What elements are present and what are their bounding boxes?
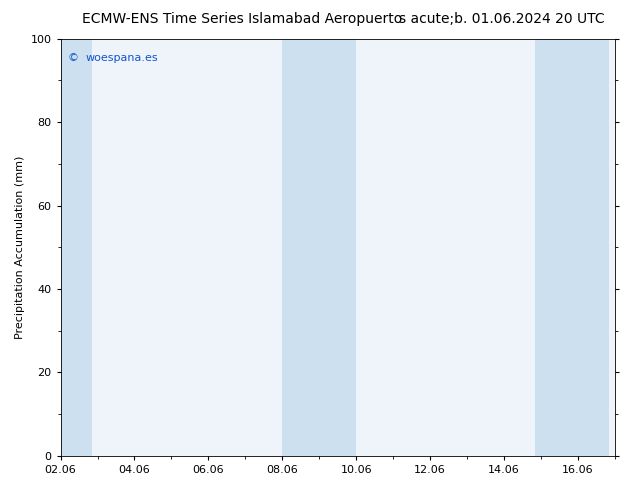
Title: ECMW-ENS Time Series Islamabad Aeropuerto      s acute;b. 01.06.2024 20 UTC: ECMW-ENS Time Series Islamabad Aeropuert… — [0, 489, 1, 490]
Text: woespana.es: woespana.es — [86, 53, 158, 63]
Bar — [282, 39, 356, 456]
Text: s acute;b. 01.06.2024 20 UTC: s acute;b. 01.06.2024 20 UTC — [399, 12, 605, 26]
Text: ECMW-ENS Time Series Islamabad Aeropuerto: ECMW-ENS Time Series Islamabad Aeropuert… — [82, 12, 403, 26]
Bar — [535, 39, 609, 456]
Y-axis label: Precipitation Accumulation (mm): Precipitation Accumulation (mm) — [15, 156, 25, 339]
Text: ©: © — [67, 53, 78, 63]
Bar — [61, 39, 92, 456]
